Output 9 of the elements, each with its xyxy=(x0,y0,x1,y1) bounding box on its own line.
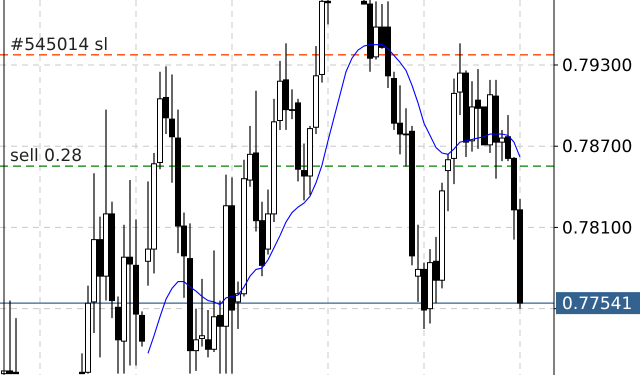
candlestick xyxy=(169,74,175,184)
candlestick xyxy=(445,154,451,212)
ref-line-label: #545014 sl xyxy=(10,34,108,55)
ref-line-label: 0.77541 xyxy=(562,294,632,314)
y-tick-label: 0.79300 xyxy=(562,56,632,76)
candlestick xyxy=(199,278,205,348)
y-tick-label: 0.78700 xyxy=(562,137,632,158)
y-tick-label: 0.78100 xyxy=(562,218,632,238)
ref-line-label: sell 0.28 xyxy=(10,146,82,166)
